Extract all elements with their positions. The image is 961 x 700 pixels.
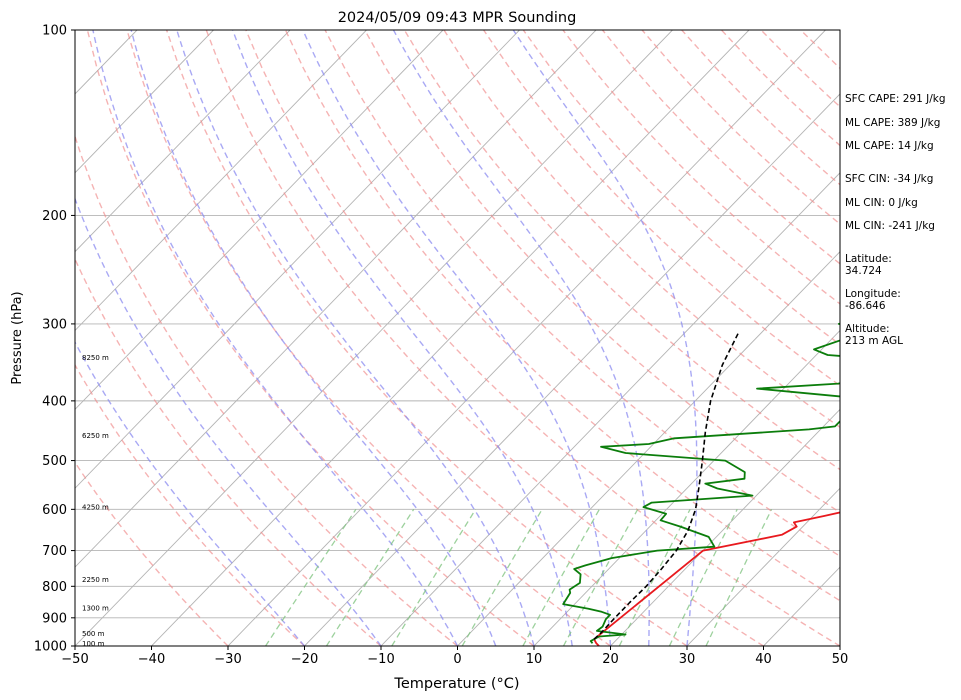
moist-adiabat-line bbox=[92, 30, 459, 646]
dry-adiabat-line bbox=[75, 257, 382, 646]
dry-adiabat-line bbox=[205, 30, 764, 646]
dry-adiabat-line bbox=[324, 30, 840, 558]
y-tick-label: 500 bbox=[42, 454, 67, 469]
dry-adiabat-line bbox=[443, 30, 840, 429]
isotherm-line bbox=[380, 172, 840, 646]
isotherm-line bbox=[75, 30, 673, 646]
x-tick-label: −50 bbox=[61, 652, 88, 667]
latitude-label: Latitude: 34.724 bbox=[845, 253, 892, 277]
x-tick-label: −30 bbox=[214, 652, 241, 667]
mixing-ratio-line bbox=[522, 508, 600, 646]
moist-adiabat-line bbox=[302, 30, 612, 646]
moist-adiabat-line bbox=[392, 30, 650, 646]
y-axis-label: Pressure (hPa) bbox=[10, 291, 25, 384]
y-tick-label: 900 bbox=[42, 611, 67, 626]
dewpoint-profile bbox=[562, 322, 840, 644]
moist-adiabat-line bbox=[75, 196, 382, 646]
moist-adiabat-line bbox=[176, 30, 535, 646]
mixing-ratio-line bbox=[391, 508, 477, 646]
dry-adiabat-line bbox=[75, 461, 229, 646]
mixing-ratio-line bbox=[265, 508, 357, 646]
y-tick-label: 1000 bbox=[34, 640, 67, 655]
moist-adiabat-line bbox=[130, 30, 497, 646]
height-label: 6250 m bbox=[82, 432, 109, 440]
height-label: 1300 m bbox=[82, 605, 109, 613]
dry-adiabat-line bbox=[364, 30, 840, 514]
y-tick-label: 100 bbox=[42, 24, 67, 39]
x-tick-label: 50 bbox=[832, 652, 849, 667]
ml-cape-label-2: ML CAPE: 14 J/kg bbox=[845, 140, 934, 152]
ml-cin-label-2: ML CIN: -241 J/kg bbox=[845, 220, 935, 232]
mixing-ratio-line bbox=[668, 509, 738, 646]
mixing-ratio-line bbox=[325, 508, 415, 646]
moist-adiabat-line bbox=[232, 30, 573, 646]
height-label: 500 m bbox=[82, 630, 105, 638]
isotherm-line bbox=[457, 251, 840, 646]
isotherm-line bbox=[75, 30, 520, 489]
isotherm-line bbox=[686, 487, 840, 646]
dry-adiabat-line bbox=[245, 30, 840, 646]
parcel-path bbox=[593, 332, 740, 640]
x-tick-label: −20 bbox=[291, 652, 318, 667]
mixing-ratio-line bbox=[461, 508, 543, 646]
isotherm-line bbox=[533, 329, 840, 646]
isotherm-line bbox=[75, 30, 367, 332]
isotherm-line bbox=[75, 30, 291, 253]
dry-adiabat-line bbox=[403, 30, 840, 471]
plot-frame bbox=[74, 29, 841, 647]
mixing-ratio-line bbox=[618, 508, 691, 646]
plot-area: 100 m 500 m 1300 m 2250 m 4250 m 6250 m 8250 m bbox=[75, 30, 840, 648]
y-tick-label: 700 bbox=[42, 544, 67, 559]
x-tick-label: 0 bbox=[453, 652, 461, 667]
height-label: 100 m bbox=[82, 640, 105, 648]
dry-adiabat-line bbox=[284, 30, 840, 602]
isotherm-line bbox=[75, 30, 214, 174]
x-tick-label: 30 bbox=[679, 652, 696, 667]
height-label: 8250 m bbox=[82, 354, 109, 362]
x-tick-label: 10 bbox=[526, 652, 543, 667]
ml-cape-label: ML CAPE: 389 J/kg bbox=[845, 117, 941, 129]
isotherm-line bbox=[610, 408, 840, 646]
sfc-cape-label: SFC CAPE: 291 J/kg bbox=[845, 93, 946, 105]
dry-adiabat-line bbox=[75, 134, 458, 646]
chart-title: 2024/05/09 09:43 MPR Sounding bbox=[338, 10, 577, 26]
x-tick-label: 40 bbox=[755, 652, 772, 667]
y-tick-label: 600 bbox=[42, 503, 67, 518]
x-tick-label: −10 bbox=[367, 652, 394, 667]
height-label: 4250 m bbox=[82, 504, 109, 512]
sfc-cin-label: SFC CIN: -34 J/kg bbox=[845, 173, 934, 185]
y-tick-label: 200 bbox=[42, 209, 67, 224]
moist-adiabat-line bbox=[512, 30, 698, 646]
isotherm-line bbox=[151, 30, 750, 646]
dry-adiabat-line bbox=[165, 30, 688, 646]
isotherm-line bbox=[75, 30, 444, 411]
isotherm-line bbox=[75, 30, 597, 568]
isotherm-line bbox=[227, 30, 826, 646]
height-label: 2250 m bbox=[82, 576, 109, 584]
altitude-label: Altitude: 213 m AGL bbox=[845, 323, 903, 347]
dry-adiabat-line bbox=[86, 30, 535, 646]
mixing-ratio-line bbox=[562, 508, 639, 646]
dry-adiabat-line bbox=[75, 363, 305, 646]
isotherm-line bbox=[304, 93, 840, 646]
mixing-ratio-line bbox=[705, 509, 773, 646]
y-tick-label: 300 bbox=[42, 317, 67, 332]
x-axis-label: Temperature (°C) bbox=[393, 676, 519, 692]
x-tick-label: 20 bbox=[602, 652, 619, 667]
y-tick-label: 800 bbox=[42, 580, 67, 595]
longitude-label: Longitude: -86.646 bbox=[845, 288, 901, 312]
y-tick-label: 400 bbox=[42, 394, 67, 409]
x-tick-label: −40 bbox=[138, 652, 165, 667]
temperature-profile bbox=[593, 511, 840, 646]
dry-adiabat-line bbox=[126, 30, 611, 646]
ml-cin-label: ML CIN: 0 J/kg bbox=[845, 197, 918, 209]
